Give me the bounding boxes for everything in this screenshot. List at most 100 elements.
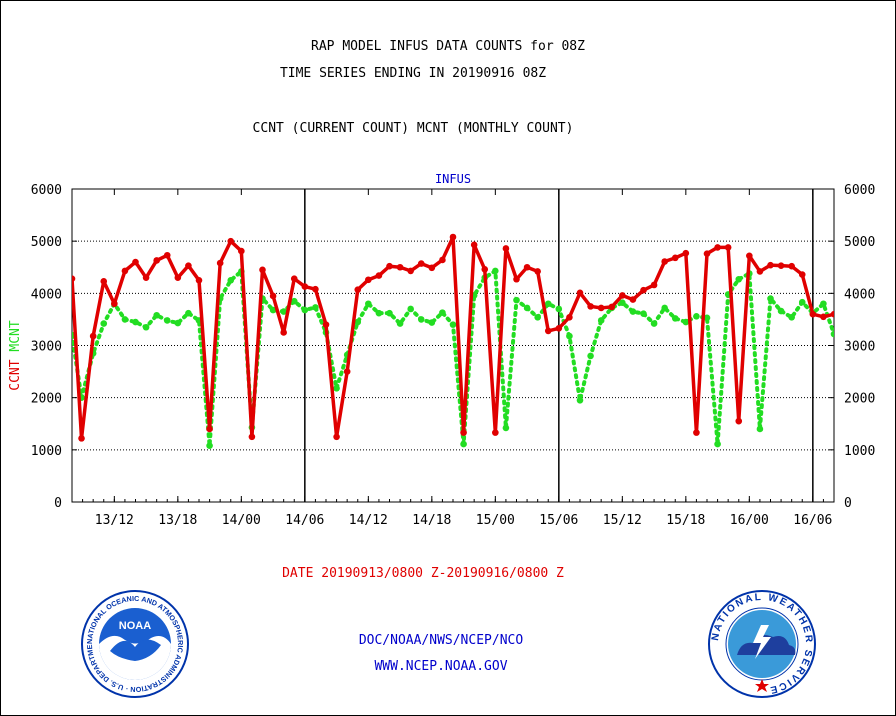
series-ccnt-point	[174, 274, 182, 281]
series-ccnt-point	[693, 429, 700, 436]
series-mcnt-point	[735, 275, 743, 283]
series-ccnt-point	[682, 249, 690, 257]
xtick-label-15/18: 15/18	[666, 513, 705, 528]
series-ccnt-point	[830, 310, 834, 318]
series-ccnt-point	[513, 275, 520, 283]
series-ccnt-point	[111, 300, 118, 308]
series-mcnt-point	[439, 309, 446, 316]
xtick-label-13/12: 13/12	[95, 513, 134, 528]
series-ccnt-point	[481, 266, 489, 273]
chart-title-line2: TIME SERIES ENDING IN 20190916 08Z	[279, 66, 547, 81]
series-ccnt-point	[259, 266, 266, 274]
y-axis-label-ccnt: CCNT	[8, 352, 23, 391]
series-mcnt-point	[830, 330, 834, 338]
series-mcnt-point	[407, 305, 414, 313]
series-mcnt-point	[365, 300, 372, 308]
series-ccnt-point	[428, 264, 436, 272]
series-mcnt-point	[714, 440, 721, 448]
series-ccnt-point	[724, 244, 732, 251]
series-mcnt-point	[121, 316, 129, 323]
series-ccnt-point	[767, 261, 774, 269]
series-ccnt-point	[502, 245, 510, 252]
ytick-label-left-2000: 2000	[31, 392, 62, 407]
series-mcnt-point	[417, 316, 425, 323]
series-ccnt-point	[72, 275, 76, 283]
series-mcnt-point	[693, 312, 700, 320]
series-mcnt-point	[290, 297, 298, 305]
series-mcnt-point	[280, 308, 287, 315]
series-mcnt-point	[619, 299, 626, 307]
series-ccnt-point	[587, 303, 594, 310]
xtick-label-15/12: 15/12	[603, 513, 642, 528]
series-mcnt-point	[640, 310, 647, 317]
series-ccnt-point	[534, 268, 541, 275]
series-ccnt-point	[671, 254, 679, 262]
url-link[interactable]: WWW.NCEP.NOAA.GOV	[374, 659, 508, 674]
series-ccnt-point	[714, 244, 721, 251]
y-axis-label-mcnt: MCNT	[8, 320, 23, 351]
series-ccnt-point	[280, 329, 287, 336]
series-mcnt-point	[682, 318, 690, 326]
series-ccnt-point	[735, 417, 743, 425]
ytick-label-right-0: 0	[844, 496, 852, 511]
series-ccnt-point	[100, 278, 108, 285]
series-mcnt-point	[428, 319, 436, 326]
series-ccnt-point	[121, 267, 129, 275]
series-mcnt-point	[301, 306, 309, 314]
series-ccnt-point	[206, 425, 213, 433]
series-mcnt-point	[142, 323, 150, 331]
series-ccnt-point	[619, 292, 626, 299]
series-ccnt-point	[153, 257, 160, 264]
series-mcnt-point	[100, 320, 108, 327]
nws-logo: NATIONAL WEATHER SERVICE	[708, 590, 816, 698]
chart-title-line3: CCNT (CURRENT COUNT) MCNT (MONTHLY COUNT…	[252, 121, 574, 136]
series-ccnt-point	[439, 256, 446, 264]
series-ccnt-point	[312, 285, 319, 293]
series-ccnt-point	[185, 262, 192, 269]
series-mcnt-point	[502, 424, 510, 432]
series-ccnt-point	[629, 296, 637, 303]
ytick-label-right-1000: 1000	[844, 444, 875, 459]
series-mcnt-point	[523, 304, 531, 312]
series-ccnt-point	[354, 286, 362, 293]
series-mcnt-point	[206, 442, 213, 449]
series-ccnt-point	[523, 263, 531, 271]
chart-title-line1: RAP MODEL INFUS DATA COUNTS for 08Z	[311, 39, 585, 54]
series-mcnt-point	[555, 305, 563, 313]
series-mcnt-point	[798, 298, 806, 306]
xtick-label-14/12: 14/12	[349, 513, 388, 528]
series-ccnt-point	[333, 433, 340, 441]
y-axis-label: CCNT MCNT	[8, 320, 23, 391]
ytick-label-right-4000: 4000	[844, 287, 875, 302]
series-ccnt-point	[788, 262, 795, 270]
series-mcnt-point	[396, 320, 404, 327]
xtick-label-15/06: 15/06	[539, 513, 578, 528]
series-ccnt-point	[460, 429, 467, 436]
series-mcnt-point	[767, 295, 774, 302]
ytick-label-right-5000: 5000	[844, 235, 875, 250]
series-mcnt-point	[534, 314, 541, 321]
series-mcnt-point	[375, 309, 383, 317]
series-mcnt-point	[629, 308, 637, 315]
series-ccnt-point	[89, 332, 97, 340]
series-mcnt-point	[544, 300, 552, 308]
series-ccnt-point	[470, 241, 478, 249]
xtick-label-14/00: 14/00	[222, 513, 261, 528]
series-ccnt-point	[746, 252, 753, 260]
series-ccnt-point	[375, 272, 383, 279]
series-ccnt-point	[640, 286, 647, 294]
xtick-label-13/18: 13/18	[158, 513, 197, 528]
series-mcnt-point	[597, 317, 605, 324]
series-mcnt-point	[788, 314, 795, 321]
series-ccnt-point	[269, 292, 277, 300]
series-mcnt-line	[72, 267, 834, 446]
series-ccnt-point	[809, 310, 817, 318]
series-ccnt-point	[608, 303, 616, 311]
series-ccnt-point	[703, 250, 711, 257]
ytick-label-left-4000: 4000	[31, 287, 62, 302]
xtick-label-16/00: 16/00	[730, 513, 769, 528]
ytick-label-left-0: 0	[54, 496, 62, 511]
series-ccnt-point	[544, 327, 552, 335]
series-ccnt-point	[576, 289, 584, 297]
